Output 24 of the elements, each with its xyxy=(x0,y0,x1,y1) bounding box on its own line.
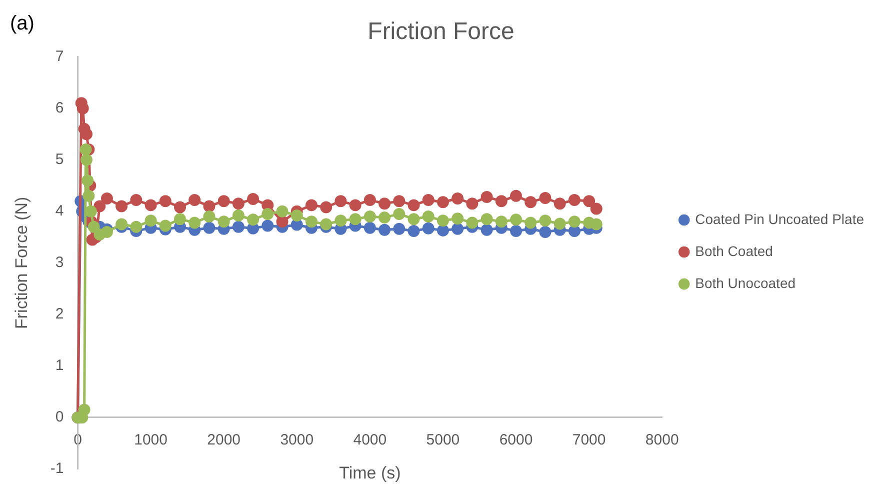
y-tick-label: 4 xyxy=(55,202,64,220)
x-tick-label: 8000 xyxy=(645,432,679,449)
x-axis-title: Time (s) xyxy=(339,463,401,482)
legend-label: Coated Pin Uncoated Plate xyxy=(695,210,864,227)
x-tick-label: 3000 xyxy=(280,432,314,449)
legend-label: Both Coated xyxy=(695,242,773,259)
x-tick-label: 7000 xyxy=(572,432,606,449)
y-tick-label: -1 xyxy=(50,460,64,478)
x-tick-label: 4000 xyxy=(353,432,387,449)
y-tick-label: 3 xyxy=(55,254,64,272)
y-tick-label: 0 xyxy=(55,408,64,426)
chart-title: Friction Force xyxy=(368,18,514,46)
text: (a) xyxy=(10,12,34,35)
y-tick-label: 1 xyxy=(55,357,64,374)
y-tick-label: 2 xyxy=(55,306,64,323)
x-tick-label: 6000 xyxy=(499,432,533,449)
x-tick-label: 5000 xyxy=(426,432,460,449)
y-tick-label: 7 xyxy=(55,48,64,65)
x-tick-label: 2000 xyxy=(207,432,241,449)
legend-label: Both Unocoated xyxy=(695,274,796,291)
y-tick-label: 6 xyxy=(55,99,64,116)
x-tick-label: 1000 xyxy=(134,432,168,449)
y-tick-label: 5 xyxy=(55,150,64,168)
y-axis-title: Friction Force (N) xyxy=(12,196,31,330)
